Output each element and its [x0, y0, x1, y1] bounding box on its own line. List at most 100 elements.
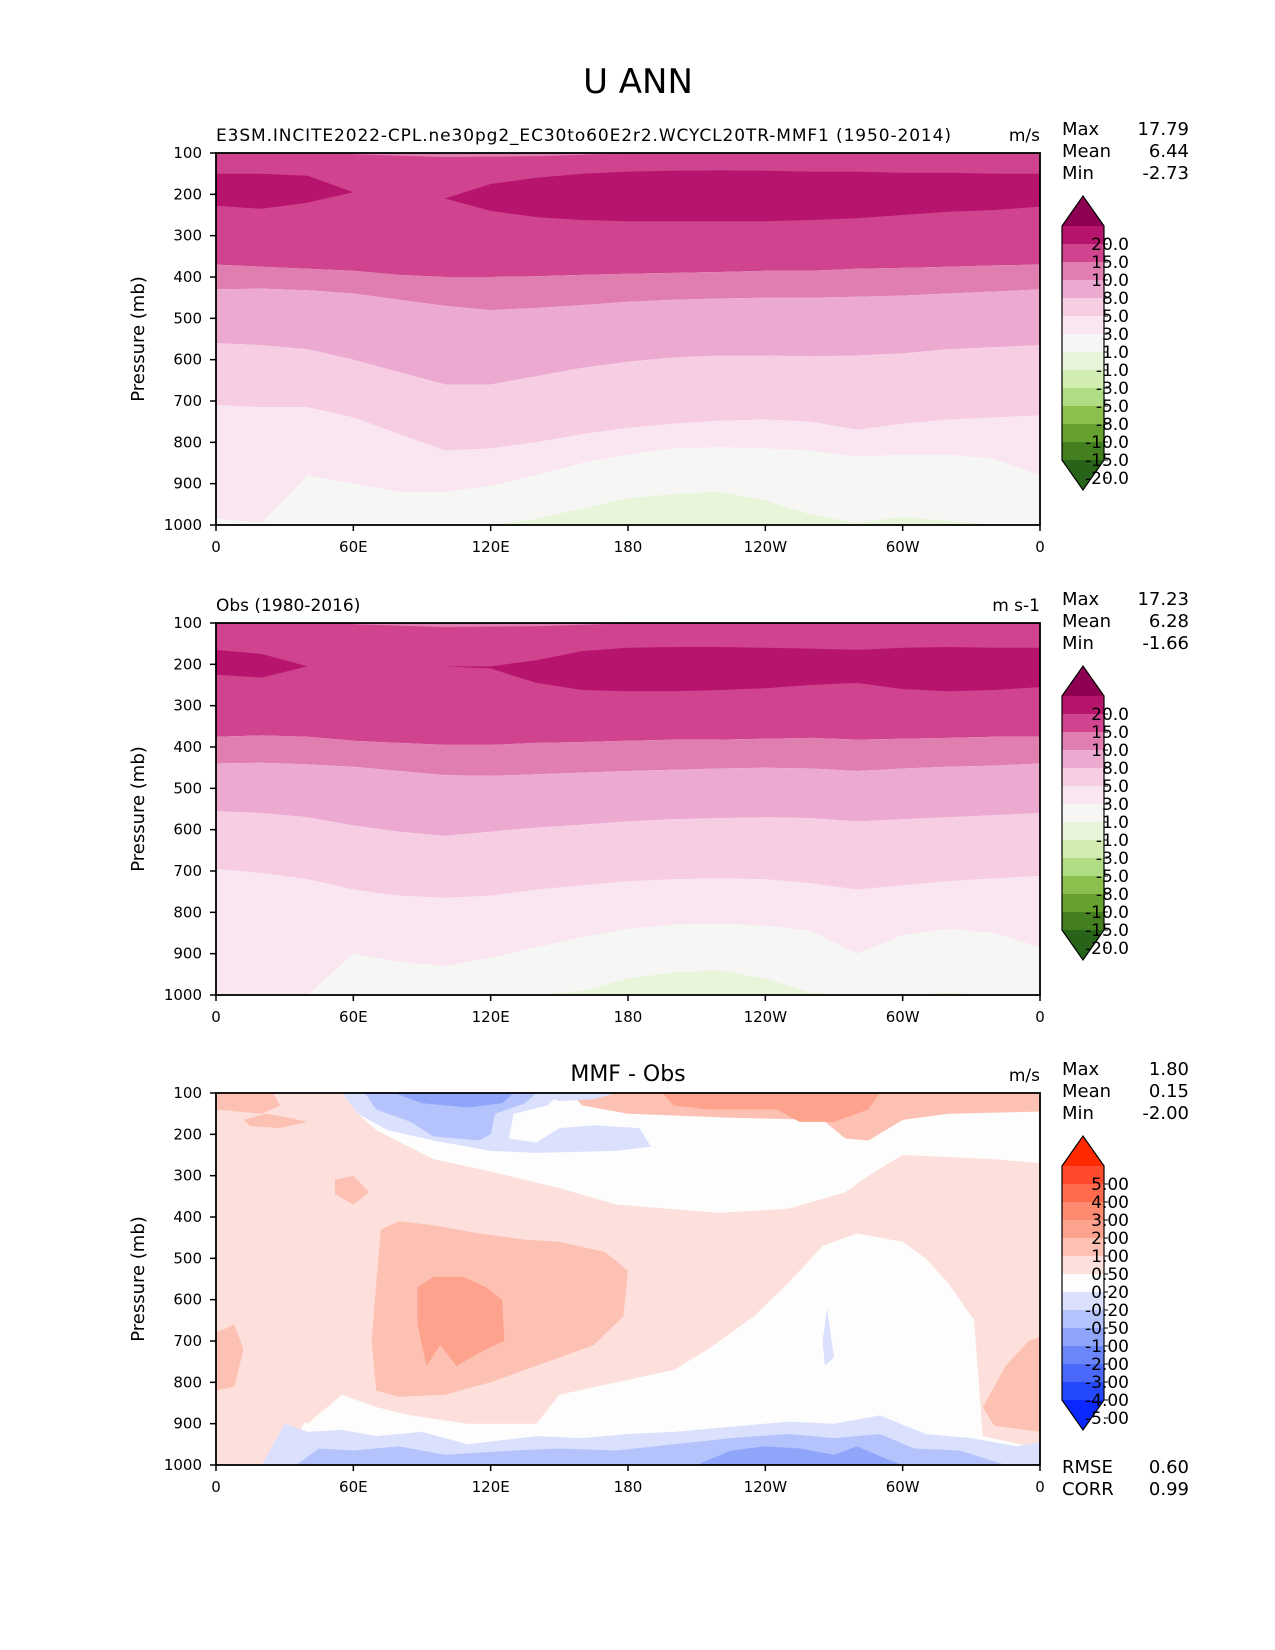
y-tick-label: 600	[173, 351, 202, 369]
contour-band	[216, 923, 1040, 995]
y-tick-label: 900	[173, 1415, 202, 1433]
colorbar-tick-label: -2.00	[1085, 1355, 1129, 1375]
colorbar-segment	[1062, 1364, 1104, 1383]
colorbar-tick-label: 8.0	[1102, 759, 1129, 779]
y-tick-label: 600	[173, 1291, 202, 1309]
stat-label-max: Max	[1062, 119, 1100, 140]
colorbar-tick-label: 15.0	[1091, 253, 1129, 273]
colorbar-segment	[1062, 858, 1104, 877]
colorbar-segment	[1062, 1202, 1104, 1221]
contour-field	[216, 153, 1040, 525]
colorbar-segment	[1062, 1220, 1104, 1239]
y-tick-label: 500	[173, 1249, 202, 1267]
plot-frame	[215, 622, 1041, 996]
x-tick-label: 120E	[472, 1008, 510, 1026]
x-tick-label: 180	[614, 1008, 643, 1026]
colorbar-tick-label: 3.0	[1102, 795, 1129, 815]
stat-value-max: 17.79	[1137, 119, 1189, 140]
y-tick-label: 100	[173, 144, 202, 162]
panel-title-center: MMF - Obs	[570, 1062, 685, 1087]
colorbar-tick-label: 15.0	[1091, 723, 1129, 743]
y-tick-label: 200	[173, 1125, 202, 1143]
contour-band	[216, 288, 1040, 385]
colorbar-segment	[1062, 1184, 1104, 1203]
y-axis-label: Pressure (mb)	[128, 276, 149, 402]
contour-band	[216, 405, 1040, 523]
colorbar-tick-label: -4.00	[1085, 1391, 1129, 1411]
panel-title-units: m s-1	[992, 596, 1040, 616]
colorbar-extend-max	[1062, 666, 1104, 696]
stat-value-min: -2.00	[1142, 1103, 1189, 1124]
contour-band	[216, 647, 1040, 692]
colorbar-extend-max	[1062, 196, 1104, 226]
y-tick-label: 800	[173, 433, 202, 451]
x-tick-label: 0	[1035, 538, 1045, 556]
y-axis-label: Pressure (mb)	[128, 1216, 149, 1342]
colorbar-tick-label: -3.0	[1096, 849, 1129, 869]
colorbar-tick-label: 8.0	[1102, 289, 1129, 309]
contour-band	[662, 1093, 880, 1122]
y-tick-label: 100	[173, 614, 202, 632]
y-tick-label: 100	[173, 1084, 202, 1102]
colorbar-tick-label: -20.0	[1085, 469, 1129, 489]
x-tick-label: 0	[211, 1478, 221, 1496]
stat-label-max: Max	[1062, 1059, 1100, 1080]
colorbar-extend-max	[1062, 1136, 1104, 1166]
y-tick-label: 400	[173, 268, 202, 286]
x-tick-label: 180	[614, 538, 643, 556]
colorbar-tick-label: -8.0	[1096, 885, 1129, 905]
colorbar-tick-label: 5.0	[1102, 307, 1129, 327]
x-tick-label: 180	[614, 1478, 643, 1496]
contour-band	[216, 1093, 281, 1114]
y-tick-label: 1000	[164, 516, 202, 534]
x-tick-label: 60E	[339, 1008, 368, 1026]
metric-label-corr: CORR	[1062, 1479, 1114, 1500]
colorbar-segment	[1062, 840, 1104, 859]
colorbar-segment	[1062, 298, 1104, 317]
panel-test: 100 200 300 400 500 600 700 800 900 1000 0 60E 120E 1…	[128, 119, 1189, 556]
x-tick-label: 0	[211, 1008, 221, 1026]
colorbar-tick-label: 10.0	[1091, 741, 1129, 761]
colorbar-tick-label: -5.0	[1096, 397, 1129, 417]
stat-value-mean: 0.15	[1149, 1081, 1189, 1102]
contour-field	[216, 1093, 1040, 1465]
colorbar-segment	[1062, 1346, 1104, 1365]
y-tick-label: 800	[173, 903, 202, 921]
x-tick-label: 60E	[339, 1478, 368, 1496]
colorbar-tick-label: 4.00	[1091, 1193, 1129, 1213]
colorbar-segment	[1062, 1274, 1104, 1293]
colorbar-tick-label: -15.0	[1085, 921, 1129, 941]
stat-label-mean: Mean	[1062, 1081, 1111, 1102]
colorbar-extend-min	[1062, 1400, 1104, 1430]
contour-band	[216, 1324, 244, 1391]
colorbar-segment	[1062, 912, 1104, 931]
colorbar-tick-label: -3.0	[1096, 379, 1129, 399]
colorbar-segment	[1062, 804, 1104, 823]
contour-band	[335, 1175, 370, 1205]
colorbar-extend-min	[1062, 930, 1104, 960]
colorbar-segment	[1062, 1328, 1104, 1347]
colorbar-tick-label: 0.20	[1091, 1283, 1129, 1303]
y-tick-label: 500	[173, 779, 202, 797]
colorbar-tick-label: -10.0	[1085, 433, 1129, 453]
colorbar-tick-label: -5.0	[1096, 867, 1129, 887]
colorbar-extend-min	[1062, 460, 1104, 490]
x-tick-label: 120W	[744, 538, 788, 556]
colorbar-tick-label: -5.00	[1085, 1409, 1129, 1429]
contour-band	[394, 1093, 514, 1108]
y-tick-label: 400	[173, 1208, 202, 1226]
colorbar-segment	[1062, 768, 1104, 787]
colorbar-segment	[1062, 822, 1104, 841]
y-axis-label: Pressure (mb)	[128, 746, 149, 872]
colorbar-segment	[1062, 1256, 1104, 1275]
contour-band	[216, 970, 1040, 995]
colorbar-segment	[1062, 894, 1104, 913]
stat-label-max: Max	[1062, 589, 1100, 610]
colorbar-segment	[1062, 370, 1104, 389]
colorbar-segment	[1062, 714, 1104, 733]
contour-band	[216, 343, 1040, 451]
colorbar-segment	[1062, 750, 1104, 769]
colorbar-tick-label: -3.00	[1085, 1373, 1129, 1393]
panel-reference: 100 200 300 400 500 600 700 800 900 1000 0 60E 120E 1…	[128, 589, 1189, 1026]
